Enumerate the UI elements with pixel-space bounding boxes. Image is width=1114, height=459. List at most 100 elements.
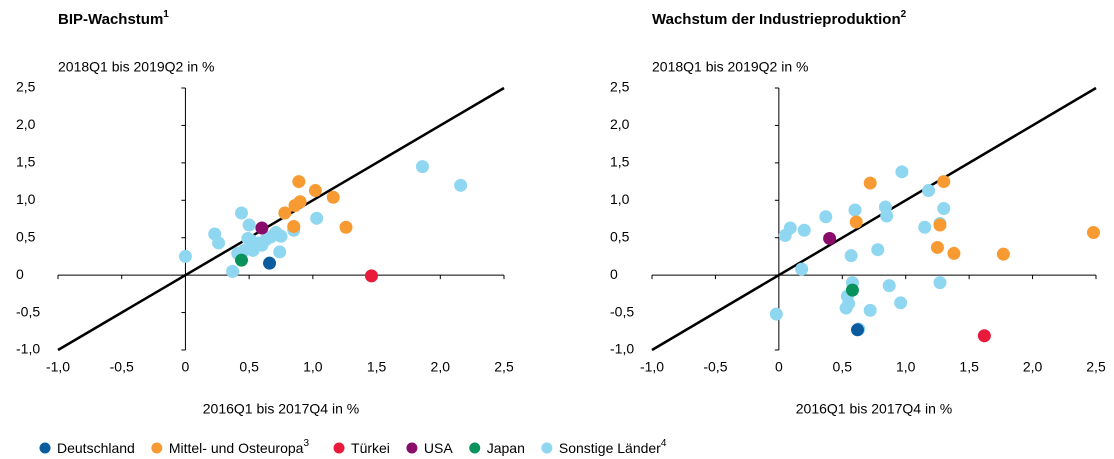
y-tick-label: -0,5 [16,303,40,319]
scatter-point [823,231,837,245]
scatter-point [947,246,961,260]
scatter-point [415,160,429,174]
scatter-point [933,276,947,290]
y-tick-label: 1,0 [16,191,36,207]
scatter-point [308,184,322,198]
y-tick-label: -1,0 [610,341,634,357]
y-tick-label: 2,0 [16,116,36,132]
legend-label: Türkei [351,440,390,456]
scatter-point [863,176,877,190]
y-tick-label: 1,5 [16,154,36,170]
x-tick-label: 0 [182,359,190,375]
y-tick-label: 2,5 [16,79,36,95]
scatter-point [895,165,909,179]
x-tick-label: 2,5 [494,359,514,375]
scatter-point [278,206,292,220]
legend-label-note: 3 [303,438,309,449]
scatter-point [797,223,811,237]
x-tick-label: 0 [775,359,783,375]
scatter-point [234,206,248,220]
scatter-point [819,210,833,224]
scatter-point [364,269,378,283]
legend-label: Mittel- und Osteuropa3 [169,438,310,456]
scatter-point [310,211,324,225]
y-tick-label: 0 [16,266,24,282]
scatter-point [894,296,908,310]
y-tick-label: 2,0 [610,116,630,132]
legend-label: Japan [487,440,525,456]
chart-title-text: Wachstum der Industrieproduktion [652,11,901,28]
scatter-point [326,190,340,204]
legend-label: USA [424,440,453,456]
scatter-point [851,323,865,337]
y-tick-label: 1,5 [610,154,630,170]
y-tick-label: 2,5 [610,79,630,95]
scatter-point [871,243,885,257]
chart-title-note: 1 [163,9,169,20]
scatter-point [783,221,797,235]
x-tick-label: 2,0 [431,359,451,375]
legend-label-text: Deutschland [57,440,135,456]
scatter-point [255,221,269,235]
x-axis-title: 2016Q1 bis 2017Q4 in % [796,401,952,417]
x-tick-label: 1,0 [303,359,323,375]
x-tick-label: 2,5 [1086,359,1106,375]
x-tick-label: -1,0 [640,359,664,375]
scatter-point [255,238,269,252]
scatter-point [288,199,302,213]
scatter-point [339,220,353,234]
x-tick-label: 0,5 [239,359,259,375]
legend-marker [39,442,51,454]
scatter-point [287,219,301,233]
chart-title-note: 2 [901,9,907,20]
scatter-point [937,175,951,189]
scatter-point [212,236,226,250]
x-tick-label: -1,0 [46,359,70,375]
scatter-point [769,307,783,321]
scatter-point [263,256,277,270]
scatter-point [237,243,251,257]
legend-label: Deutschland [57,440,135,456]
y-tick-label: -0,5 [610,303,634,319]
x-tick-label: 1,5 [959,359,979,375]
legend-marker [151,442,163,454]
diagonal-line [651,86,1097,352]
scatter-point [882,279,896,293]
x-tick-label: -0,5 [703,359,727,375]
scatter-point [241,231,255,245]
scatter-point [273,245,287,259]
chart-title: Wachstum der Industrieproduktion2 [652,9,907,28]
chart-title: BIP-Wachstum1 [58,9,169,28]
y-axis-title: 2018Q1 bis 2019Q2 in % [652,59,808,75]
legend-label-text: USA [424,440,453,456]
scatter-point [274,229,288,243]
legend-label-text: Sonstige Länder [559,440,661,456]
scatter-point [848,203,862,217]
scatter-point [226,264,240,278]
x-axis-title: 2016Q1 bis 2017Q4 in % [203,401,359,417]
legend-label-text: Mittel- und Osteuropa [169,440,304,456]
scatter-point [234,253,248,267]
scatter-point [918,220,932,234]
scatter-point [845,283,859,297]
legend-marker [541,442,553,454]
scatter-point [930,240,944,254]
scatter-point [1086,225,1100,239]
diagonal-line [57,86,505,352]
y-tick-label: 0,5 [16,228,36,244]
legend-marker [333,442,345,454]
scatter-point [937,202,951,216]
scatter-point [977,329,991,343]
legend-label-note: 4 [661,438,667,449]
x-tick-label: 0,5 [833,359,853,375]
scatter-point [839,301,853,315]
scatter-point [849,215,863,229]
scatter-point [933,218,947,232]
legend-label-text: Japan [487,440,525,456]
scatter-point [178,249,192,263]
scatter-point [863,303,877,317]
scatter-point [242,218,256,232]
chart-title-text: BIP-Wachstum [58,11,163,28]
y-tick-label: 1,0 [610,191,630,207]
